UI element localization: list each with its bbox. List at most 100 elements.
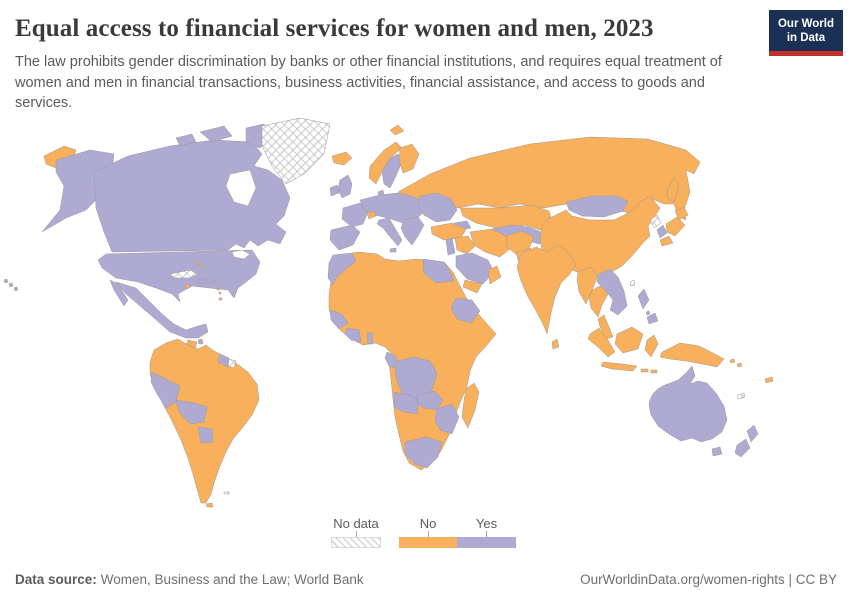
country-russia-sakhalin[interactable]	[666, 177, 680, 203]
country-japan-kyushu[interactable]	[659, 235, 674, 247]
region-gabon-congo[interactable]	[384, 351, 399, 370]
legend-tick	[427, 531, 429, 537]
country-svalbard[interactable]	[389, 124, 405, 136]
legend-swatch-no-data[interactable]	[331, 537, 381, 548]
region-ukraine-belarus[interactable]	[416, 192, 458, 223]
country-mexico-baja[interactable]	[109, 279, 129, 307]
country-south-korea[interactable]	[656, 224, 668, 239]
country-tierra-del-fuego[interactable]	[205, 502, 214, 508]
region-laos-vietnam-cambodia[interactable]	[596, 268, 628, 316]
country-mexico[interactable]	[115, 281, 209, 339]
country-taiwan[interactable]	[629, 279, 636, 287]
region-zimbabwe-mozambique[interactable]	[434, 403, 460, 435]
country-myanmar[interactable]	[576, 266, 599, 305]
region-iberia[interactable]	[329, 224, 361, 251]
country-jamaica[interactable]	[184, 284, 191, 289]
legend-swatch-no[interactable]	[399, 537, 457, 548]
country-japan-hokkaido[interactable]	[674, 206, 689, 221]
country-hawaii-1[interactable]	[3, 278, 9, 284]
falkland-islands[interactable]	[223, 491, 230, 495]
country-ireland[interactable]	[329, 184, 340, 197]
legend-item-no[interactable]: No	[399, 516, 457, 548]
country-australia-tasmania[interactable]	[711, 446, 723, 457]
country-japan-honshu[interactable]	[665, 216, 686, 237]
country-madagascar[interactable]	[461, 382, 480, 429]
country-hawaii-2[interactable]	[8, 282, 14, 288]
country-new-zealand-south[interactable]	[734, 438, 751, 458]
country-fiji[interactable]	[764, 376, 774, 384]
country-bahamas-1[interactable]	[195, 261, 201, 265]
country-belize[interactable]	[197, 338, 204, 345]
country-bahamas-2[interactable]	[200, 265, 205, 269]
country-canada[interactable]	[93, 139, 291, 253]
region-south-america[interactable]	[149, 338, 260, 504]
country-united-kingdom[interactable]	[337, 174, 353, 199]
country-bolivia[interactable]	[175, 399, 208, 425]
country-cuba[interactable]	[169, 269, 199, 279]
country-mongolia[interactable]	[565, 195, 629, 218]
country-indonesia-sumatra[interactable]	[587, 327, 616, 358]
country-indonesia-java[interactable]	[600, 361, 638, 372]
country-papua-new-guinea[interactable]	[659, 342, 725, 368]
country-north-korea[interactable]	[649, 214, 662, 229]
country-antilles-1[interactable]	[216, 287, 220, 291]
legend-item-yes[interactable]: Yes	[457, 516, 516, 548]
region-balkans-greece[interactable]	[400, 216, 425, 246]
country-indonesia-sunda-1[interactable]	[640, 368, 649, 373]
country-oman[interactable]	[487, 265, 502, 285]
country-philippines-mindanao[interactable]	[646, 312, 659, 325]
country-finland[interactable]	[398, 143, 420, 174]
country-canada-arctic-1[interactable]	[199, 125, 233, 143]
country-puerto-rico[interactable]	[211, 280, 217, 285]
country-indonesia-sunda-2[interactable]	[650, 369, 658, 374]
country-dominican-republic[interactable]	[196, 277, 210, 285]
country-malaysia-peninsula[interactable]	[597, 314, 614, 340]
country-alaska[interactable]	[41, 149, 115, 233]
country-india[interactable]	[516, 244, 577, 335]
country-iraq[interactable]	[454, 235, 476, 255]
owid-logo[interactable]: Our World in Data	[768, 10, 843, 56]
country-italy-sicily[interactable]	[389, 247, 397, 253]
world-map[interactable]	[0, 112, 850, 512]
footer-link[interactable]: OurWorldinData.org/women-rights | CC BY	[580, 572, 837, 587]
legend-swatch-yes[interactable]	[457, 537, 516, 548]
country-south-africa[interactable]	[404, 436, 443, 469]
country-philippines-luzon[interactable]	[637, 288, 650, 310]
country-new-caledonia[interactable]	[736, 392, 746, 400]
country-greenland[interactable]	[261, 117, 331, 185]
country-suriname[interactable]	[227, 358, 237, 369]
country-kazakhstan[interactable]	[459, 204, 554, 232]
country-switzerland[interactable]	[366, 210, 377, 220]
country-peru[interactable]	[150, 371, 181, 409]
country-iceland[interactable]	[331, 151, 353, 166]
region-senegal-guinea[interactable]	[329, 309, 349, 330]
country-angola[interactable]	[393, 391, 420, 415]
country-italy[interactable]	[376, 217, 403, 247]
country-cote-divoire[interactable]	[344, 327, 362, 343]
country-australia[interactable]	[648, 365, 728, 443]
country-ethiopia[interactable]	[450, 297, 481, 324]
country-png-islands-2[interactable]	[736, 362, 743, 368]
country-guyana[interactable]	[217, 353, 230, 368]
region-togo-benin[interactable]	[366, 332, 374, 345]
country-sweden[interactable]	[381, 153, 403, 189]
region-levant[interactable]	[445, 237, 456, 256]
country-sri-lanka[interactable]	[551, 338, 560, 350]
country-hawaii-3[interactable]	[13, 286, 19, 292]
country-france[interactable]	[341, 202, 369, 228]
country-trinidad[interactable]	[218, 297, 223, 301]
country-iran[interactable]	[469, 228, 512, 258]
country-saudi-arabia[interactable]	[455, 252, 495, 285]
country-png-islands-1[interactable]	[729, 358, 736, 364]
country-morocco[interactable]	[327, 252, 357, 286]
country-borneo[interactable]	[614, 326, 644, 354]
country-paraguay[interactable]	[197, 426, 214, 444]
country-canada-arctic-2[interactable]	[175, 133, 197, 147]
legend-item-no-data[interactable]: No data	[331, 516, 381, 548]
country-philippines-visayas[interactable]	[645, 310, 651, 316]
country-egypt[interactable]	[422, 258, 455, 284]
country-yemen[interactable]	[462, 279, 483, 294]
country-indonesia-sulawesi[interactable]	[644, 334, 659, 358]
country-new-zealand-north[interactable]	[746, 424, 759, 443]
country-antilles-2[interactable]	[218, 291, 222, 295]
